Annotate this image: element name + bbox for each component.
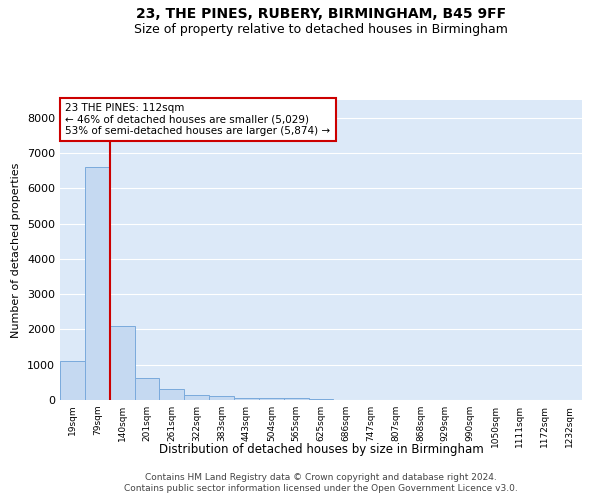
Bar [184, 394, 209, 400]
Bar [60, 361, 85, 400]
Text: Distribution of detached houses by size in Birmingham: Distribution of detached houses by size … [158, 442, 484, 456]
Bar [234, 398, 259, 400]
Y-axis label: Number of detached properties: Number of detached properties [11, 162, 22, 338]
Bar [110, 326, 134, 400]
Bar [209, 396, 234, 400]
Text: 23 THE PINES: 112sqm
← 46% of detached houses are smaller (5,029)
53% of semi-de: 23 THE PINES: 112sqm ← 46% of detached h… [65, 103, 331, 136]
Bar [134, 378, 160, 400]
Bar [308, 399, 334, 400]
Text: Contains public sector information licensed under the Open Government Licence v3: Contains public sector information licen… [124, 484, 518, 493]
Bar [85, 167, 110, 400]
Text: Contains HM Land Registry data © Crown copyright and database right 2024.: Contains HM Land Registry data © Crown c… [145, 472, 497, 482]
Text: 23, THE PINES, RUBERY, BIRMINGHAM, B45 9FF: 23, THE PINES, RUBERY, BIRMINGHAM, B45 9… [136, 8, 506, 22]
Text: Size of property relative to detached houses in Birmingham: Size of property relative to detached ho… [134, 22, 508, 36]
Bar [284, 398, 308, 400]
Bar [259, 398, 284, 400]
Bar [160, 389, 184, 400]
